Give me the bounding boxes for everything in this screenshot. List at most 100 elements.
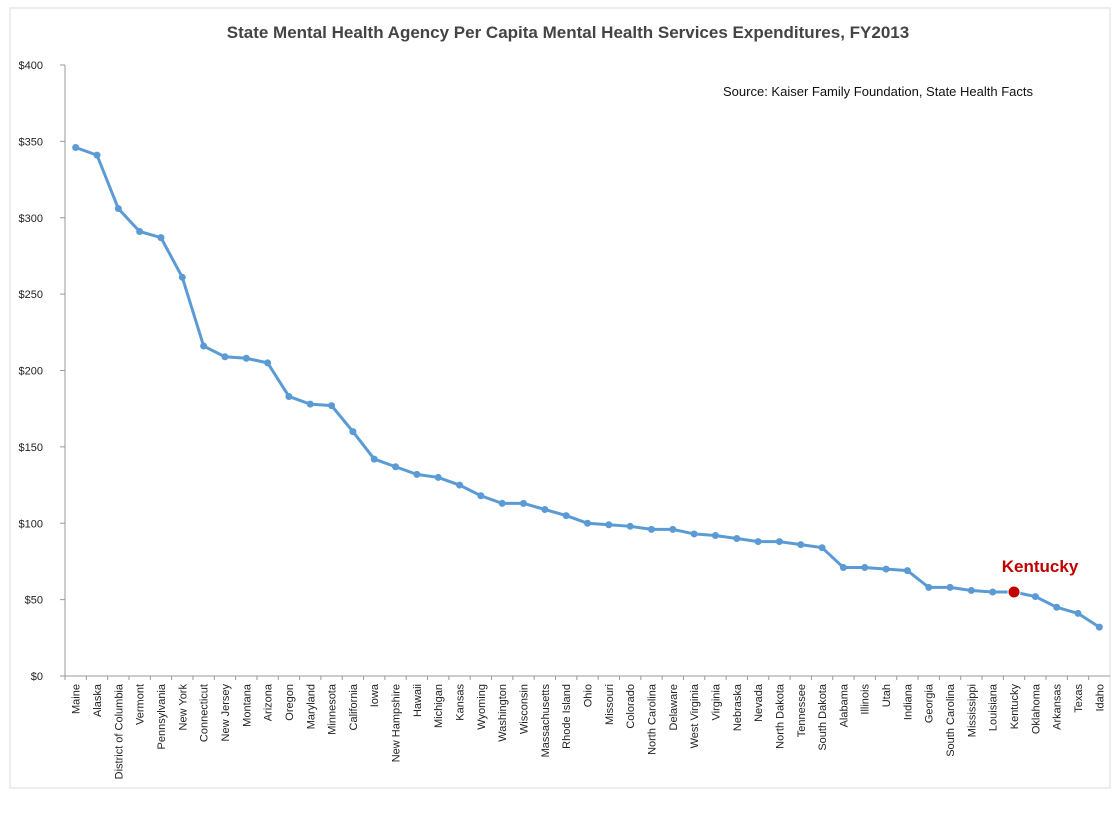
point [818,544,826,552]
x-tick-label: Georgia [924,683,936,723]
highlight-point [1007,585,1021,599]
x-tick-label: Michigan [433,684,445,728]
point [136,227,144,235]
x-tick-label: New Hampshire [391,684,403,762]
x-tick-label: Wisconsin [519,684,531,734]
point [306,400,314,408]
point [477,492,485,500]
x-tick-label: Hawaii [412,684,424,717]
point [647,525,655,533]
y-tick-label: $300 [19,213,43,225]
x-tick-label: Missouri [604,684,616,725]
chart-frame [9,7,1111,789]
point [200,342,208,350]
x-tick-label: Nevada [753,683,765,722]
point [370,455,378,463]
x-tick-label: North Dakota [774,683,786,749]
point [733,535,741,543]
x-tick-label: Tennessee [796,684,808,737]
point [157,234,165,242]
point [72,143,80,151]
x-tick-label: Oklahoma [1030,683,1042,734]
x-tick-label: Louisiana [988,683,1000,731]
x-tick-label: District of Columbia [113,683,125,779]
y-tick-label: $0 [31,671,43,683]
point [1053,603,1061,611]
x-tick-label: Maryland [305,684,317,729]
point [754,538,762,546]
x-tick-label: New Jersey [220,684,232,742]
x-tick-label: California [348,683,360,730]
x-tick-label: South Carolina [945,683,957,757]
point [882,565,890,573]
point [946,583,954,591]
x-tick-label: Arkansas [1052,684,1064,730]
y-tick-label: $150 [19,442,43,454]
chart-title: State Mental Health Agency Per Capita Me… [227,23,909,42]
x-tick-label: Texas [1073,684,1085,713]
x-tick-label: Connecticut [199,684,211,742]
y-tick-label: $200 [19,366,43,378]
point [413,470,421,478]
point [1031,593,1039,601]
x-tick-label: Massachusetts [540,684,552,758]
point [903,567,911,575]
point [392,463,400,471]
point [114,205,122,213]
y-tick-label: $100 [19,518,43,530]
point [967,586,975,594]
point [839,564,847,572]
point [989,588,997,596]
point [605,521,613,529]
x-tick-label: Montana [241,683,253,727]
point [797,541,805,549]
point [562,512,570,520]
point [456,481,464,489]
point [861,564,869,572]
x-tick-label: Illinois [860,684,872,715]
point [669,525,677,533]
point [775,538,783,546]
y-tick-label: $50 [25,595,43,607]
x-tick-label: Utah [881,684,893,707]
x-tick-label: Washington [497,684,509,742]
point [178,273,186,281]
point [221,353,229,361]
y-tick-label: $350 [19,136,43,148]
point [434,473,442,481]
x-tick-label: Colorado [625,684,637,729]
x-tick-label: Alabama [838,683,850,727]
point [93,151,101,159]
point [626,522,634,530]
y-tick-label: $400 [19,60,43,72]
x-tick-label: Maine [71,684,83,714]
point [1074,609,1082,617]
x-tick-label: Vermont [135,684,147,725]
x-tick-label: Wyoming [476,684,488,730]
point [242,354,250,362]
point [1095,623,1103,631]
x-tick-label: North Carolina [646,683,658,755]
point [925,583,933,591]
point [349,428,357,436]
point [285,392,293,400]
point [520,499,528,507]
x-tick-label: Delaware [668,684,680,730]
x-tick-label: Arizona [263,683,275,721]
x-tick-label: Rhode Island [561,684,573,749]
x-tick-label: Indiana [902,683,914,720]
point [328,402,336,410]
x-tick-label: Nebraska [732,683,744,731]
x-tick-label: Alaska [92,683,104,717]
x-tick-label: Kentucky [1009,684,1021,730]
x-tick-label: New York [177,684,189,731]
x-tick-label: Idaho [1094,684,1106,712]
source-note: Source: Kaiser Family Foundation, State … [723,84,1033,99]
highlight-label: Kentucky [1002,557,1079,576]
x-tick-label: Kansas [455,684,467,721]
point [541,506,549,514]
point [711,531,719,539]
x-tick-label: South Dakota [817,683,829,751]
point [498,499,506,507]
